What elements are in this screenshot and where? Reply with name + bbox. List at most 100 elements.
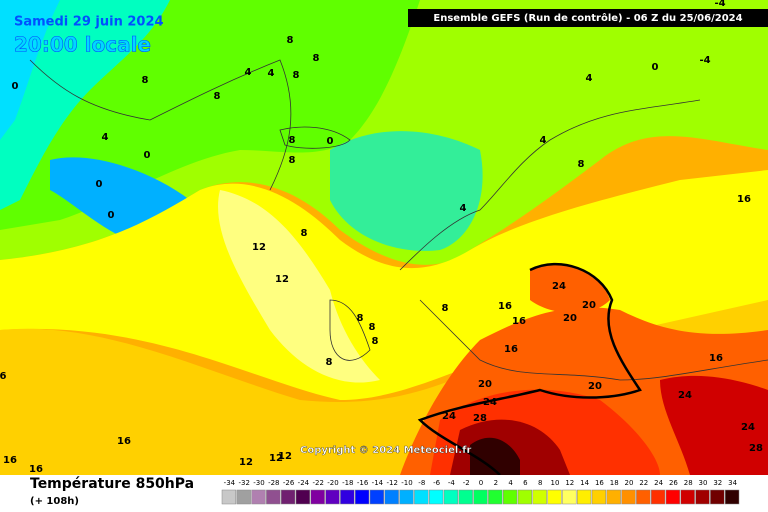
scale-label: 6: [523, 479, 528, 487]
scale-swatch: [428, 489, 444, 505]
zone-0: [0, 0, 170, 210]
scale-label: 22: [639, 479, 648, 487]
scale-swatch: [325, 489, 340, 505]
scale-label: 34: [728, 479, 737, 487]
zone-2: [330, 131, 483, 251]
scale-swatch: [636, 489, 651, 505]
scale-label: -28: [268, 479, 279, 487]
contour-label: 8: [357, 313, 364, 324]
scale-swatch: [606, 489, 621, 505]
contour-label: 4: [586, 73, 593, 84]
contour-label: 8: [301, 228, 308, 239]
contour-label: 0: [96, 179, 103, 190]
scale-label: -34: [224, 479, 236, 487]
contour-label: 24: [442, 411, 456, 422]
contour-label: 8: [214, 91, 221, 102]
scale-swatch: [340, 489, 355, 505]
contour-label: 20: [563, 313, 577, 324]
contour-label: 12: [269, 453, 283, 464]
zone-neg: [0, 0, 60, 140]
contour-label: 4: [245, 67, 252, 78]
contour-label: 12: [278, 451, 292, 462]
scale-label: -22: [312, 479, 323, 487]
scale-swatch: [576, 489, 592, 505]
contour-label: 0: [652, 62, 659, 73]
contour-label: 24: [552, 281, 566, 292]
contour-label: 16: [498, 301, 512, 312]
scale-label: 20: [625, 479, 634, 487]
scale-swatch: [310, 489, 325, 505]
scale-label: -32: [238, 479, 249, 487]
contour-label: 4: [540, 135, 547, 146]
contour-label: 24: [678, 390, 692, 401]
scale-swatch: [473, 489, 488, 505]
contour-label: 0: [327, 136, 334, 147]
scale-swatch: [591, 489, 607, 505]
scale-label: 26: [669, 479, 678, 487]
contour-label: 8: [578, 159, 585, 170]
contour-label: 0: [12, 81, 19, 92]
scale-swatch: [532, 489, 547, 505]
contour-label: 8: [369, 322, 376, 333]
copyright: Copyright © 2024 Meteociel.fr: [300, 445, 471, 456]
scale-label: 30: [699, 479, 708, 487]
scale-label: 28: [684, 479, 693, 487]
contour-label: 8: [326, 357, 333, 368]
highlight-contour: [417, 262, 642, 476]
contour-label: 0: [108, 210, 115, 221]
scale-swatch: [414, 489, 429, 505]
scale-swatch: [695, 489, 710, 505]
contour-label: 16: [737, 194, 751, 205]
scale-swatch: [354, 489, 370, 505]
contour-label: 4: [460, 203, 467, 214]
scale-label: -10: [401, 479, 412, 487]
scale-label: -30: [253, 479, 264, 487]
contour-label: 8: [442, 303, 449, 314]
contour-label: 16: [512, 316, 526, 327]
scale-swatch: [251, 489, 266, 505]
scale-swatch: [221, 489, 237, 505]
scale-label: 10: [551, 479, 560, 487]
contour-label: 8: [372, 336, 379, 347]
scale-label: 16: [595, 479, 604, 487]
contour-label: 8: [287, 35, 294, 46]
contour-label: 6: [0, 371, 7, 382]
scale-label: -12: [386, 479, 397, 487]
contour-label: 24: [483, 397, 497, 408]
contour-label: 8: [289, 155, 296, 166]
scale-swatch: [502, 489, 518, 505]
contour-label: 12: [239, 457, 253, 468]
contour-label: 8: [293, 70, 300, 81]
scale-label: -14: [372, 479, 384, 487]
scale-label: -16: [357, 479, 369, 487]
scale-swatch: [458, 489, 473, 505]
run-info: Ensemble GEFS (Run de contrôle) - 06 Z d…: [433, 12, 742, 24]
contour-label: -4: [714, 0, 725, 9]
scale-swatch: [399, 489, 414, 505]
scale-swatch: [680, 489, 695, 505]
contour-label: 0: [144, 150, 151, 161]
scale-swatch: [724, 489, 740, 505]
scale-label: -6: [433, 479, 441, 487]
contour-label: 20: [588, 381, 602, 392]
scale-swatch: [369, 489, 385, 505]
contour-label: 16: [709, 353, 723, 364]
scale-swatch: [488, 489, 503, 505]
scale-swatch: [665, 489, 681, 505]
contour-label: -4: [699, 55, 710, 66]
scale-swatch: [650, 489, 666, 505]
scale-label: 2: [494, 479, 498, 487]
scale-label: -20: [327, 479, 338, 487]
scale-swatch: [266, 489, 281, 505]
zone-28b: [660, 375, 768, 475]
scale-swatch: [295, 489, 311, 505]
contour-label: 28: [749, 443, 763, 454]
contour-label: 8: [142, 75, 149, 86]
scale-label: -24: [298, 479, 310, 487]
contour-label: 8: [289, 135, 296, 146]
color-scale: -34 -32 -30 -28 -26 -24 -22 -20 -18 -16 -14 -12 -10-…: [221, 479, 740, 505]
contour-label: 16: [504, 344, 518, 355]
contour-label: 4: [102, 132, 109, 143]
